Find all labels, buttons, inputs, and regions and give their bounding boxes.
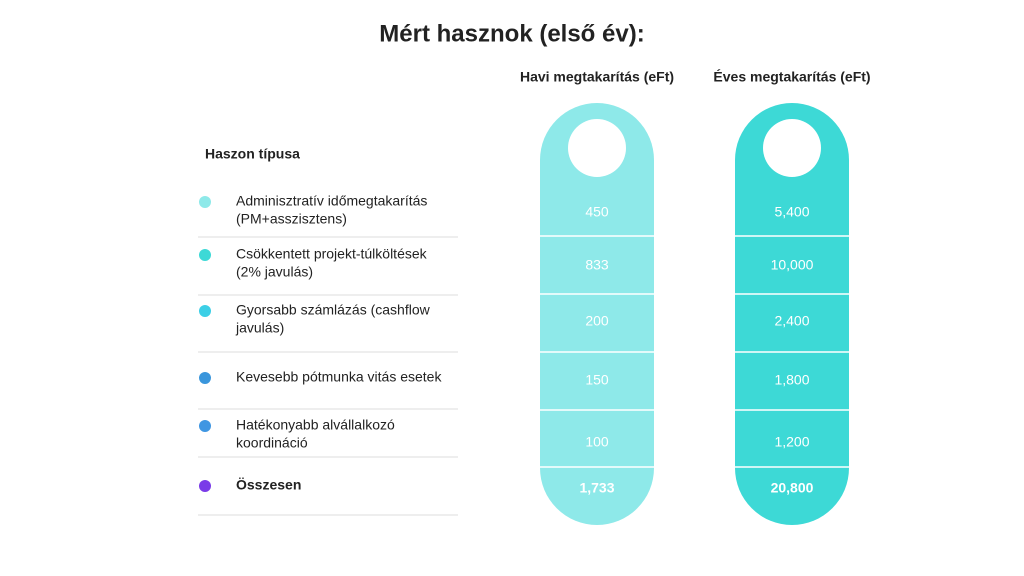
row-label: Adminisztratív időmegtakarítás bbox=[236, 193, 427, 209]
cell-value: 1,200 bbox=[774, 434, 809, 450]
cell-value: 200 bbox=[585, 313, 609, 329]
row-label: Hatékonyabb alvállalkozó bbox=[236, 417, 395, 433]
bullet bbox=[199, 305, 211, 317]
cell-value: 5,400 bbox=[774, 204, 809, 220]
row-label: Összesen bbox=[236, 477, 301, 493]
row-label: Csökkentett projekt-túlköltések bbox=[236, 246, 428, 262]
cell-value: 833 bbox=[585, 257, 609, 273]
column-header: Havi megtakarítás (eFt) bbox=[520, 69, 674, 85]
pill bbox=[735, 103, 849, 525]
cell-value: 100 bbox=[585, 434, 609, 450]
row-label: (PM+asszisztens) bbox=[236, 211, 347, 227]
bullet bbox=[199, 420, 211, 432]
cell-value: 20,800 bbox=[771, 480, 814, 496]
cell-value: 2,400 bbox=[774, 313, 809, 329]
pill-circle bbox=[568, 119, 626, 177]
row-header: Haszon típusa bbox=[205, 146, 300, 162]
row-label: javulás) bbox=[235, 320, 284, 336]
pill bbox=[540, 103, 654, 525]
bullet bbox=[199, 249, 211, 261]
row-label: Kevesebb pótmunka vitás esetek bbox=[236, 369, 442, 385]
cell-value: 1,800 bbox=[774, 372, 809, 388]
column-header: Éves megtakarítás (eFt) bbox=[713, 69, 870, 85]
cell-value: 450 bbox=[585, 204, 609, 220]
cell-value: 150 bbox=[585, 372, 609, 388]
bullet bbox=[199, 480, 211, 492]
bullet bbox=[199, 372, 211, 384]
bullet bbox=[199, 196, 211, 208]
title: Mért hasznok (első év): bbox=[379, 20, 644, 47]
row-label: koordináció bbox=[236, 435, 308, 451]
pill-circle bbox=[763, 119, 821, 177]
row-label: Gyorsabb számlázás (cashflow bbox=[236, 302, 431, 318]
cell-value: 10,000 bbox=[771, 257, 814, 273]
cell-value: 1,733 bbox=[579, 480, 614, 496]
row-label: (2% javulás) bbox=[236, 264, 313, 280]
